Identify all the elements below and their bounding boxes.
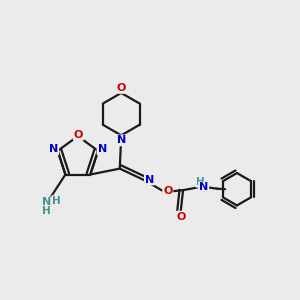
Text: O: O xyxy=(74,130,83,140)
Text: H: H xyxy=(196,177,205,187)
Text: N: N xyxy=(117,135,126,146)
Text: O: O xyxy=(176,212,185,222)
Text: O: O xyxy=(117,83,126,93)
Text: N: N xyxy=(98,144,107,154)
Text: N: N xyxy=(49,144,58,154)
Text: N: N xyxy=(42,197,51,208)
Text: H: H xyxy=(42,206,51,216)
Text: N: N xyxy=(145,175,154,184)
Text: H: H xyxy=(52,196,61,206)
Text: O: O xyxy=(163,186,172,196)
Text: N: N xyxy=(199,182,208,193)
